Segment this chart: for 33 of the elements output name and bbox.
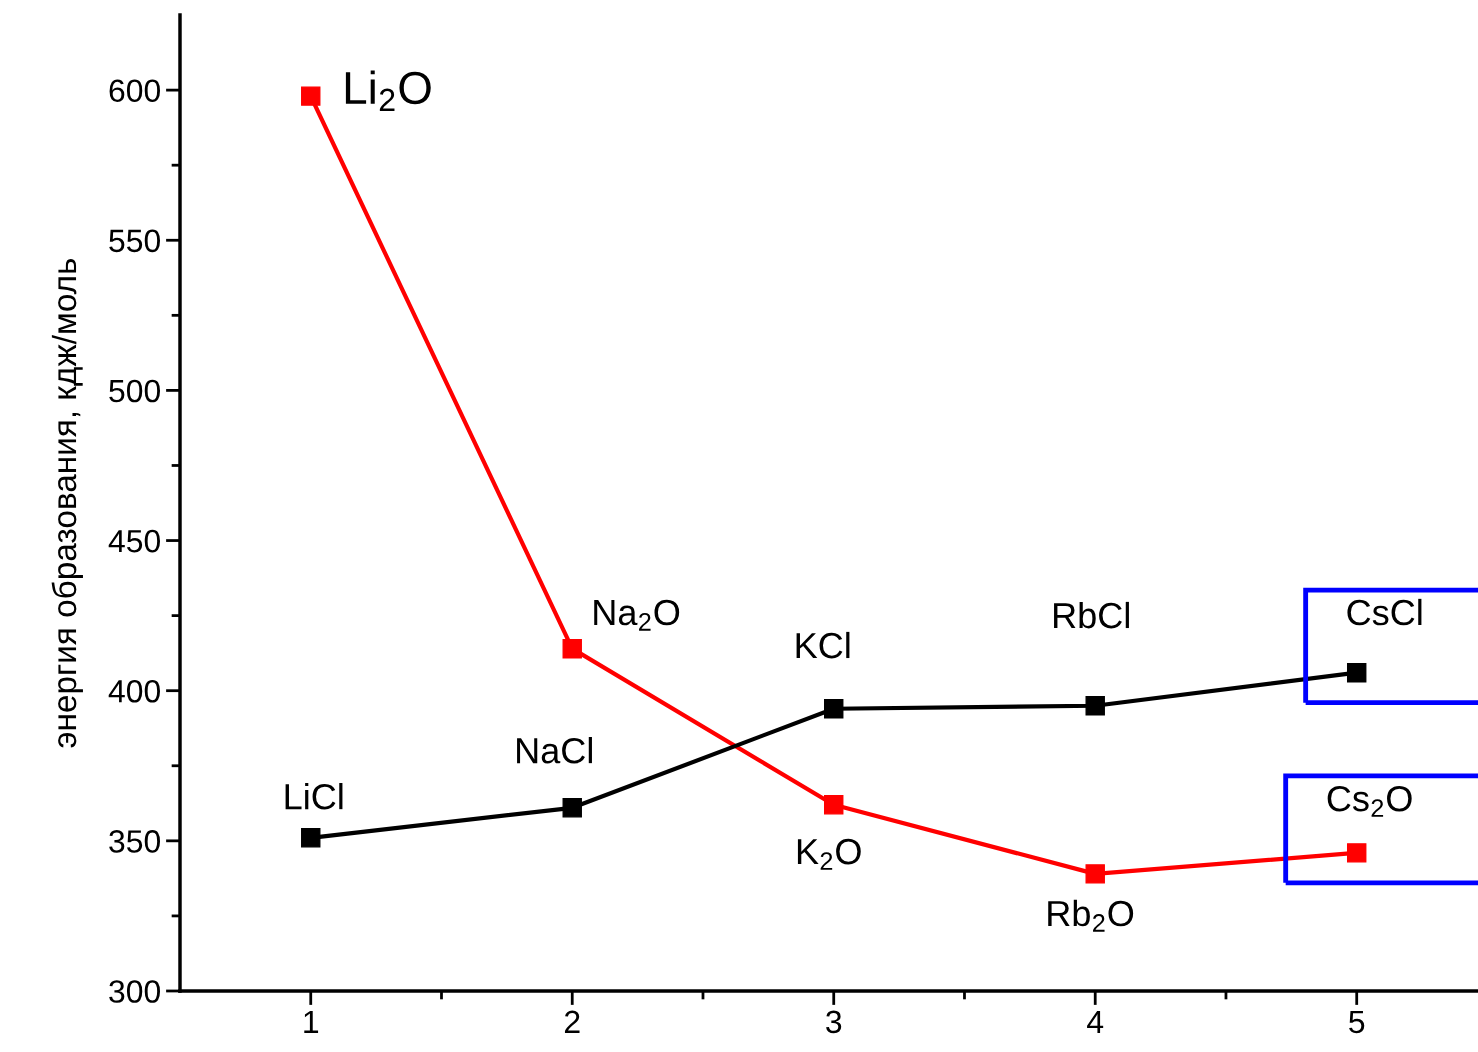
x-tick-label: 1 xyxy=(304,1010,319,1033)
annotation: K$_{2}$O xyxy=(797,838,861,870)
annotation: Na$_{2}$O xyxy=(594,599,680,631)
x-tick-label: 5 xyxy=(1349,1010,1365,1034)
annotation: LiCl xyxy=(285,783,343,810)
y-tick-label: 450 xyxy=(108,529,161,553)
annotation: Cs$_{2}$O xyxy=(1327,785,1412,817)
point xyxy=(1346,662,1367,683)
annotation: RbCl xyxy=(1054,601,1129,629)
y-tick-label: 500 xyxy=(109,379,161,403)
annotation: Li$_{2}$O xyxy=(345,70,431,111)
x-tick-label: 4 xyxy=(1087,1010,1104,1033)
point xyxy=(301,86,321,106)
y-tick-label: 300 xyxy=(109,980,161,1003)
point xyxy=(1085,695,1105,716)
annotation: KCl xyxy=(796,631,850,659)
point xyxy=(562,638,582,659)
y-tick-label: 600 xyxy=(109,79,161,103)
annotation: CsCl xyxy=(1347,598,1422,626)
x-tick-label: 3 xyxy=(826,1010,842,1034)
y-tick-label: 400 xyxy=(108,679,161,703)
point xyxy=(1346,843,1367,863)
x-tick-label: 2 xyxy=(564,1010,580,1033)
point xyxy=(301,828,321,848)
point xyxy=(824,698,844,719)
annotation: Rb$_{2}$O xyxy=(1048,899,1134,932)
y-tick-label: 550 xyxy=(109,229,161,253)
y-tick-label: 350 xyxy=(109,830,161,853)
y-axis-title: энергия образования, кдж/моль xyxy=(51,258,83,748)
point xyxy=(824,795,844,815)
point xyxy=(1085,864,1105,884)
point xyxy=(562,798,582,818)
annotation: NaCl xyxy=(517,736,592,764)
